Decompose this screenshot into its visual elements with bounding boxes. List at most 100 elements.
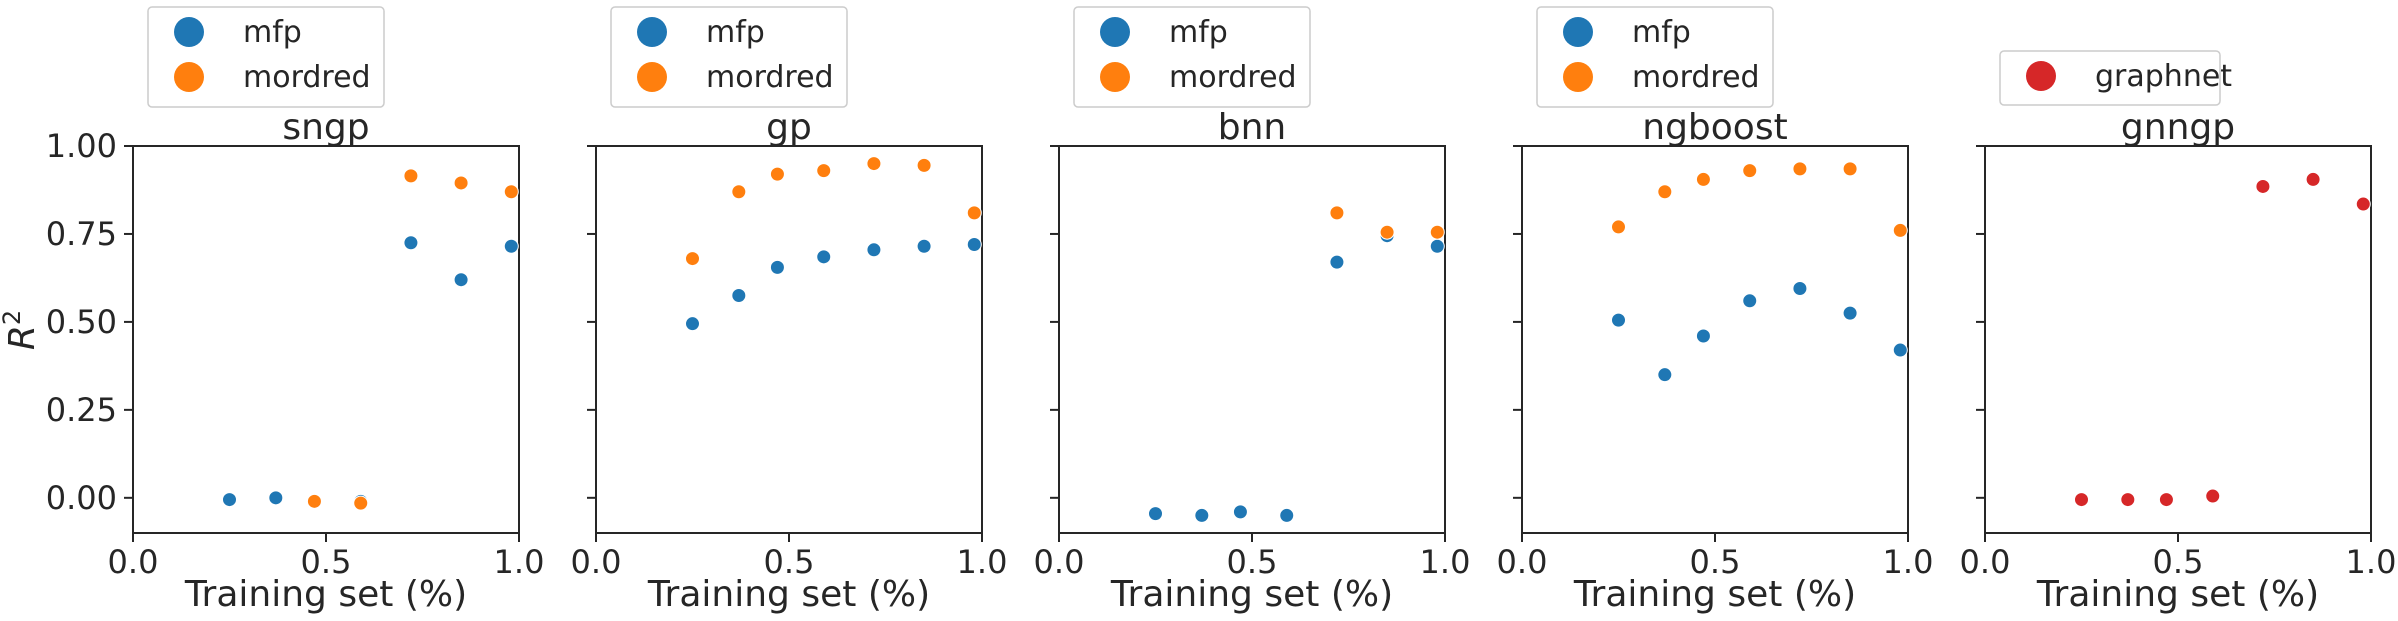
legend: mfp mordred xyxy=(1536,6,1774,108)
data-point-mfp xyxy=(866,242,882,258)
y-tick-label: 1.00 xyxy=(46,127,117,165)
data-point-mfp xyxy=(1892,342,1908,358)
legend-label-mordred: mordred xyxy=(1632,60,1760,95)
data-point-mordred xyxy=(306,493,322,509)
legend-marker-mfp xyxy=(1100,17,1130,47)
y-tick-label: 0.25 xyxy=(46,391,117,429)
data-point-mordred xyxy=(1379,224,1395,240)
data-point-mfp xyxy=(1232,504,1248,520)
data-point-mordred xyxy=(1695,171,1711,187)
data-point-graphnet xyxy=(2074,492,2089,508)
data-point-mordred xyxy=(769,166,785,182)
data-point-mordred xyxy=(916,157,932,173)
data-point-mfp xyxy=(685,316,700,332)
panel-title: gp xyxy=(766,107,812,148)
data-point-mordred xyxy=(453,175,469,191)
axes-frame xyxy=(132,145,520,534)
data-point-mfp xyxy=(222,492,237,508)
y-axis-label-superscript: 2 xyxy=(0,310,26,325)
x-axis-label: Training set (%) xyxy=(184,574,467,615)
data-point-mordred xyxy=(503,184,519,200)
data-point-mordred xyxy=(1792,161,1808,177)
legend-box xyxy=(1073,6,1311,108)
data-point-mordred xyxy=(731,184,747,200)
legend-box xyxy=(610,6,848,108)
data-point-graphnet xyxy=(2305,171,2321,187)
data-point-mordred xyxy=(1742,163,1758,179)
legend-label-mfp: mfp xyxy=(706,15,765,50)
x-tick-label: 0.5 xyxy=(1227,543,1278,581)
legend-marker-mordred xyxy=(174,62,204,92)
legend-box xyxy=(1536,6,1774,108)
x-tick-label: 1.0 xyxy=(957,543,1008,581)
data-point-mordred xyxy=(403,168,419,184)
x-axis-label: Training set (%) xyxy=(1573,574,1856,615)
legend-label-mordred: mordred xyxy=(1169,60,1297,95)
data-point-mfp xyxy=(1429,238,1445,254)
data-point-mordred xyxy=(1611,219,1626,235)
x-axis-label: Training set (%) xyxy=(1110,574,1393,615)
legend: graphnet xyxy=(1999,50,2232,106)
data-point-graphnet xyxy=(2158,492,2174,508)
legend-marker-mordred xyxy=(1563,62,1593,92)
legend-marker-mordred xyxy=(637,62,667,92)
x-tick-label: 1.0 xyxy=(1883,543,1934,581)
data-point-mfp xyxy=(966,237,982,253)
panel-gnngp: 0.0 0.5 1.0 Training set (%) gnngp graphnet xyxy=(1960,50,2396,615)
panel-title: sngp xyxy=(282,107,369,148)
data-point-mfp xyxy=(453,272,469,288)
data-point-mfp xyxy=(1279,507,1295,523)
x-axis-label: Training set (%) xyxy=(647,574,930,615)
data-point-mordred xyxy=(1329,205,1345,221)
y-tick-label: 0.75 xyxy=(46,215,117,253)
data-point-mfp xyxy=(916,238,932,254)
panel-sngp: 0.0 0.5 1.0 0.00 0.25 0.50 0.75 1.00 Training se… xyxy=(46,6,545,615)
data-point-mordred xyxy=(1892,222,1908,238)
data-point-mordred xyxy=(353,495,369,511)
x-tick-label: 0.0 xyxy=(1497,543,1548,581)
legend-marker-mfp xyxy=(174,17,204,47)
legend-label-graphnet: graphnet xyxy=(2095,59,2232,94)
x-tick-label: 0.0 xyxy=(1960,543,2011,581)
data-point-graphnet xyxy=(2205,488,2221,504)
data-point-mordred xyxy=(1842,161,1858,177)
data-point-mfp xyxy=(268,490,284,506)
data-point-mfp xyxy=(1842,305,1858,321)
x-tick-label: 1.0 xyxy=(494,543,545,581)
panel-title: gnngp xyxy=(2121,107,2235,148)
panel-title: ngboost xyxy=(1642,107,1787,148)
data-point-mfp xyxy=(403,235,419,251)
data-point-graphnet xyxy=(2355,196,2371,212)
legend-marker-mfp xyxy=(637,17,667,47)
x-tick-label: 1.0 xyxy=(1420,543,1471,581)
legend-marker-mfp xyxy=(1563,17,1593,47)
data-point-mfp xyxy=(1657,367,1673,383)
panel-ngboost: 0.0 0.5 1.0 Training set (%) ngboost mfp mordr… xyxy=(1497,6,1934,615)
legend-box xyxy=(147,6,385,108)
legend: mfp mordred xyxy=(1073,6,1311,108)
legend-label-mfp: mfp xyxy=(1632,15,1691,50)
legend: mfp mordred xyxy=(147,6,385,108)
data-point-graphnet xyxy=(2120,492,2136,508)
x-tick-label: 0.5 xyxy=(301,543,352,581)
data-point-mordred xyxy=(685,251,700,267)
y-tick-label: 0.00 xyxy=(46,479,117,517)
data-point-mfp xyxy=(1792,280,1808,296)
x-axis-label: Training set (%) xyxy=(2036,574,2319,615)
data-point-mfp xyxy=(1194,507,1210,523)
x-tick-label: 0.5 xyxy=(1690,543,1741,581)
data-point-mordred xyxy=(966,205,982,221)
data-point-mfp xyxy=(1695,328,1711,344)
x-tick-label: 0.5 xyxy=(2153,543,2204,581)
data-point-mordred xyxy=(1657,184,1673,200)
legend-label-mordred: mordred xyxy=(243,60,371,95)
data-point-mordred xyxy=(1429,224,1445,240)
x-tick-label: 0.0 xyxy=(108,543,159,581)
x-tick-label: 0.0 xyxy=(571,543,622,581)
data-point-mfp xyxy=(1611,312,1626,328)
data-point-mordred xyxy=(866,156,882,172)
axes-frame xyxy=(1058,145,1446,534)
legend-label-mordred: mordred xyxy=(706,60,834,95)
axes-frame xyxy=(1521,145,1909,534)
